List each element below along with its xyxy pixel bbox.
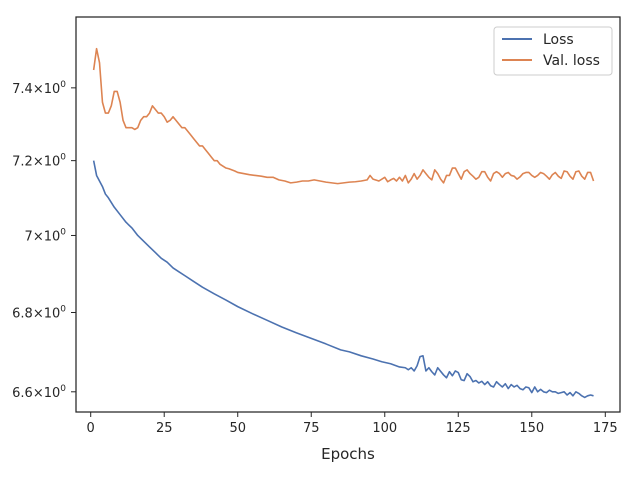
- y-tick-label: 6.6×100: [12, 384, 66, 401]
- x-tick-label: 150: [519, 421, 544, 436]
- y-tick-label: 7.4×100: [12, 80, 66, 97]
- plot-area: [76, 17, 620, 412]
- x-tick-label: 125: [446, 421, 471, 436]
- series-line-loss: [92, 160, 594, 399]
- x-axis-label: Epochs: [321, 445, 375, 463]
- plot-frame: [75, 16, 621, 413]
- series-line-val-loss: [92, 47, 595, 185]
- x-tick-label: 25: [156, 421, 173, 436]
- x-tick-label: 175: [593, 421, 618, 436]
- y-tick-label: 6.8×100: [12, 304, 66, 321]
- series-layer: [92, 47, 595, 399]
- legend: Loss Val. loss: [493, 26, 613, 76]
- x-tick-label: 100: [372, 421, 397, 436]
- y-axis: 6.6×100 6.8×100 7×100 7.2×100 7.4×100: [12, 80, 76, 401]
- y-tick-label: 7.2×100: [12, 153, 66, 170]
- y-tick-label: 7×100: [25, 227, 67, 244]
- x-axis: 0 25 50 75 100 125 150 175: [87, 412, 618, 436]
- x-tick-label: 0: [87, 421, 95, 436]
- legend-label-val-loss: Val. loss: [543, 53, 600, 69]
- legend-label-loss: Loss: [543, 32, 574, 48]
- x-tick-label: 75: [303, 421, 320, 436]
- x-tick-label: 50: [229, 421, 246, 436]
